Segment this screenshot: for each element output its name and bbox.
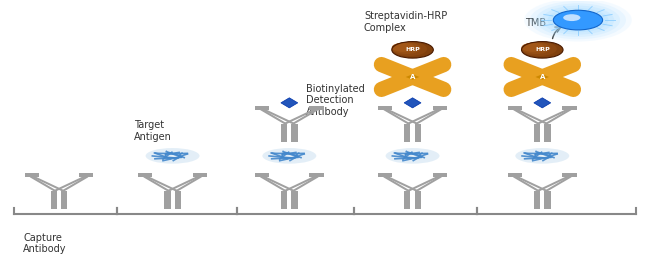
FancyBboxPatch shape: [25, 173, 39, 177]
FancyBboxPatch shape: [309, 173, 324, 177]
Circle shape: [521, 42, 551, 54]
Text: A: A: [540, 74, 545, 80]
Ellipse shape: [263, 148, 317, 164]
Polygon shape: [536, 74, 549, 80]
Circle shape: [541, 6, 614, 35]
Text: Target
Antigen: Target Antigen: [134, 120, 172, 142]
Text: A: A: [410, 74, 415, 80]
Polygon shape: [534, 98, 551, 108]
FancyBboxPatch shape: [508, 106, 522, 110]
FancyBboxPatch shape: [404, 124, 411, 142]
Circle shape: [392, 43, 415, 52]
FancyBboxPatch shape: [433, 106, 447, 110]
FancyBboxPatch shape: [378, 106, 393, 110]
Text: TMB: TMB: [525, 18, 547, 28]
Polygon shape: [570, 63, 577, 66]
Polygon shape: [440, 63, 447, 66]
Polygon shape: [406, 74, 419, 80]
Circle shape: [392, 42, 421, 54]
Polygon shape: [378, 88, 385, 91]
FancyBboxPatch shape: [433, 173, 447, 177]
FancyBboxPatch shape: [562, 173, 577, 177]
FancyBboxPatch shape: [415, 124, 421, 142]
FancyBboxPatch shape: [138, 173, 153, 177]
FancyBboxPatch shape: [79, 173, 94, 177]
Circle shape: [521, 42, 557, 56]
FancyBboxPatch shape: [291, 191, 298, 209]
Polygon shape: [378, 63, 385, 66]
FancyBboxPatch shape: [164, 191, 170, 209]
Text: HRP: HRP: [405, 47, 420, 52]
Polygon shape: [281, 98, 298, 108]
FancyBboxPatch shape: [534, 191, 540, 209]
FancyBboxPatch shape: [61, 191, 68, 209]
Circle shape: [524, 0, 632, 42]
FancyBboxPatch shape: [544, 191, 551, 209]
Circle shape: [553, 10, 603, 30]
FancyBboxPatch shape: [175, 191, 181, 209]
Circle shape: [521, 42, 563, 58]
Text: HRP: HRP: [535, 47, 550, 52]
FancyBboxPatch shape: [192, 173, 207, 177]
Polygon shape: [440, 88, 447, 91]
Ellipse shape: [515, 148, 569, 164]
Polygon shape: [570, 88, 577, 91]
FancyBboxPatch shape: [562, 106, 577, 110]
Circle shape: [392, 42, 434, 58]
Circle shape: [536, 3, 620, 37]
Text: Streptavidin-HRP
Complex: Streptavidin-HRP Complex: [364, 11, 447, 33]
FancyBboxPatch shape: [255, 106, 269, 110]
FancyBboxPatch shape: [291, 124, 298, 142]
FancyBboxPatch shape: [508, 173, 522, 177]
Polygon shape: [404, 98, 421, 108]
Polygon shape: [508, 63, 515, 66]
Circle shape: [521, 43, 544, 52]
Circle shape: [563, 14, 580, 21]
FancyBboxPatch shape: [309, 106, 324, 110]
FancyBboxPatch shape: [281, 191, 287, 209]
FancyBboxPatch shape: [534, 124, 540, 142]
Ellipse shape: [385, 148, 439, 164]
FancyBboxPatch shape: [415, 191, 421, 209]
Ellipse shape: [146, 148, 200, 164]
Circle shape: [392, 42, 427, 56]
FancyBboxPatch shape: [404, 191, 411, 209]
Text: Capture
Antibody: Capture Antibody: [23, 232, 67, 254]
FancyBboxPatch shape: [255, 173, 269, 177]
Polygon shape: [508, 88, 515, 91]
Circle shape: [547, 8, 608, 32]
Circle shape: [530, 1, 626, 39]
FancyBboxPatch shape: [281, 124, 287, 142]
Text: Biotinylated
Detection
Antibody: Biotinylated Detection Antibody: [306, 84, 364, 117]
FancyBboxPatch shape: [544, 124, 551, 142]
FancyBboxPatch shape: [51, 191, 57, 209]
FancyBboxPatch shape: [378, 173, 393, 177]
